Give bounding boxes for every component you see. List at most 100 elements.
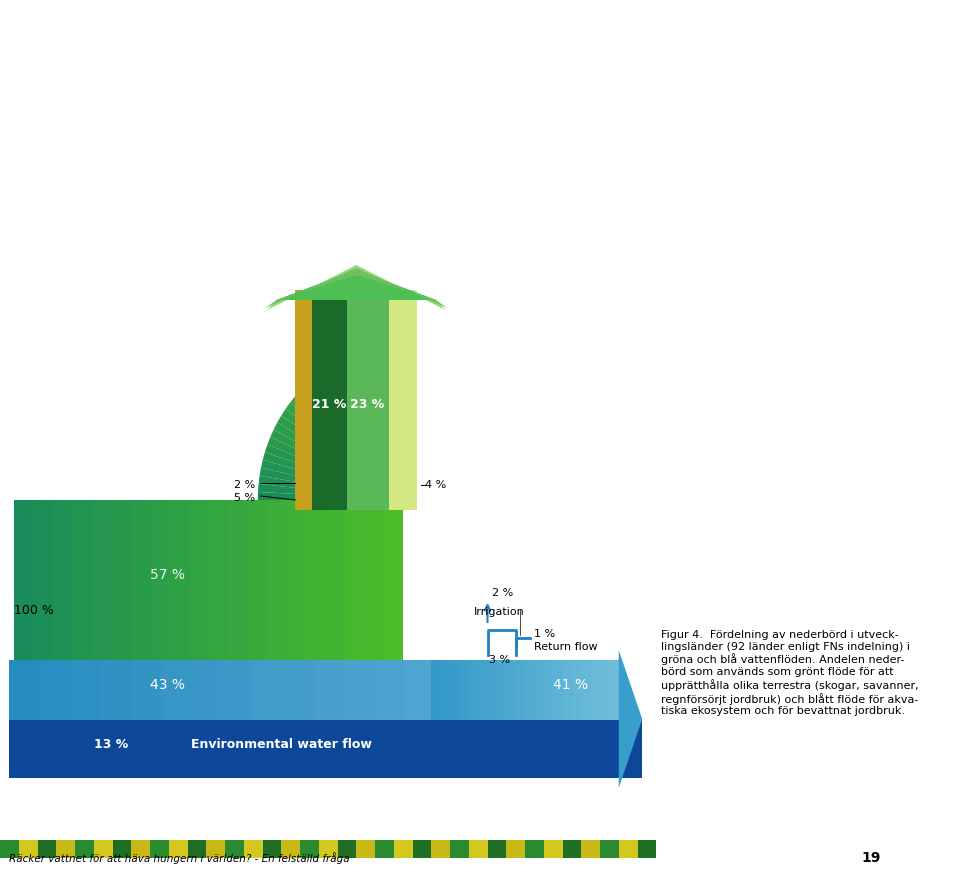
Polygon shape — [441, 660, 450, 720]
Polygon shape — [112, 840, 132, 858]
Polygon shape — [268, 437, 391, 495]
Polygon shape — [413, 840, 431, 858]
Polygon shape — [296, 499, 418, 510]
Polygon shape — [468, 660, 478, 720]
Polygon shape — [375, 660, 405, 720]
Polygon shape — [296, 455, 418, 466]
Polygon shape — [325, 500, 345, 660]
Polygon shape — [258, 476, 389, 499]
Polygon shape — [19, 840, 37, 858]
Polygon shape — [271, 430, 391, 494]
Polygon shape — [296, 466, 418, 477]
Polygon shape — [170, 500, 189, 660]
Polygon shape — [366, 348, 400, 485]
Polygon shape — [619, 650, 642, 788]
Polygon shape — [436, 660, 467, 720]
Polygon shape — [265, 445, 390, 495]
Polygon shape — [274, 423, 391, 493]
Polygon shape — [364, 500, 384, 660]
Polygon shape — [351, 353, 398, 486]
Polygon shape — [267, 265, 445, 310]
Text: 5 %: 5 % — [234, 493, 255, 503]
Polygon shape — [347, 300, 389, 510]
Polygon shape — [281, 840, 300, 858]
Polygon shape — [337, 358, 397, 486]
Polygon shape — [600, 660, 610, 720]
Text: 23 %: 23 % — [350, 399, 385, 411]
Polygon shape — [111, 500, 131, 660]
Polygon shape — [314, 660, 345, 720]
Polygon shape — [228, 500, 248, 660]
Polygon shape — [187, 840, 206, 858]
Text: 41 %: 41 % — [553, 678, 588, 692]
Polygon shape — [525, 660, 535, 720]
Polygon shape — [558, 660, 588, 720]
Text: 1 %: 1 % — [535, 629, 556, 639]
Polygon shape — [356, 840, 375, 858]
Polygon shape — [497, 660, 527, 720]
Polygon shape — [296, 400, 418, 411]
Polygon shape — [296, 290, 312, 510]
Polygon shape — [600, 840, 619, 858]
Polygon shape — [276, 270, 436, 300]
Polygon shape — [610, 660, 619, 720]
Polygon shape — [296, 312, 418, 323]
Polygon shape — [344, 355, 398, 486]
Polygon shape — [563, 840, 581, 858]
Polygon shape — [572, 660, 581, 720]
Polygon shape — [318, 370, 396, 488]
Polygon shape — [37, 840, 57, 858]
Polygon shape — [468, 840, 488, 858]
Polygon shape — [590, 660, 600, 720]
Polygon shape — [258, 484, 389, 499]
Text: 13 %: 13 % — [94, 738, 128, 751]
Polygon shape — [296, 290, 418, 301]
Polygon shape — [388, 346, 402, 485]
Polygon shape — [10, 660, 40, 720]
Polygon shape — [450, 840, 468, 858]
Polygon shape — [300, 385, 394, 490]
Polygon shape — [384, 500, 403, 660]
Text: 19: 19 — [862, 851, 881, 865]
Polygon shape — [258, 492, 389, 500]
Polygon shape — [169, 840, 187, 858]
Polygon shape — [283, 660, 314, 720]
Text: 2 %: 2 % — [492, 588, 514, 598]
Polygon shape — [132, 840, 150, 858]
Polygon shape — [563, 660, 572, 720]
Polygon shape — [206, 840, 225, 858]
Polygon shape — [506, 660, 516, 720]
Polygon shape — [467, 660, 497, 720]
Polygon shape — [488, 660, 497, 720]
Polygon shape — [57, 840, 75, 858]
Polygon shape — [396, 345, 403, 485]
Polygon shape — [380, 346, 401, 485]
Polygon shape — [588, 660, 619, 720]
Text: Irrigation: Irrigation — [473, 607, 524, 617]
Text: Return flow: Return flow — [535, 642, 598, 652]
Polygon shape — [296, 389, 418, 400]
Polygon shape — [312, 290, 347, 510]
Polygon shape — [40, 660, 70, 720]
Polygon shape — [244, 840, 262, 858]
Polygon shape — [72, 500, 92, 660]
Polygon shape — [306, 500, 325, 660]
Polygon shape — [375, 840, 394, 858]
Polygon shape — [290, 396, 393, 491]
Polygon shape — [262, 840, 281, 858]
Polygon shape — [150, 500, 170, 660]
Polygon shape — [394, 840, 413, 858]
Polygon shape — [131, 500, 150, 660]
Text: 4 %: 4 % — [424, 480, 446, 490]
Polygon shape — [347, 290, 389, 510]
Polygon shape — [296, 433, 418, 444]
Polygon shape — [276, 270, 436, 300]
Polygon shape — [296, 378, 418, 389]
Polygon shape — [358, 350, 399, 485]
Polygon shape — [296, 477, 418, 488]
Polygon shape — [132, 660, 161, 720]
Polygon shape — [286, 500, 306, 660]
Polygon shape — [581, 840, 600, 858]
Text: 3 %: 3 % — [490, 655, 511, 665]
Polygon shape — [497, 660, 506, 720]
